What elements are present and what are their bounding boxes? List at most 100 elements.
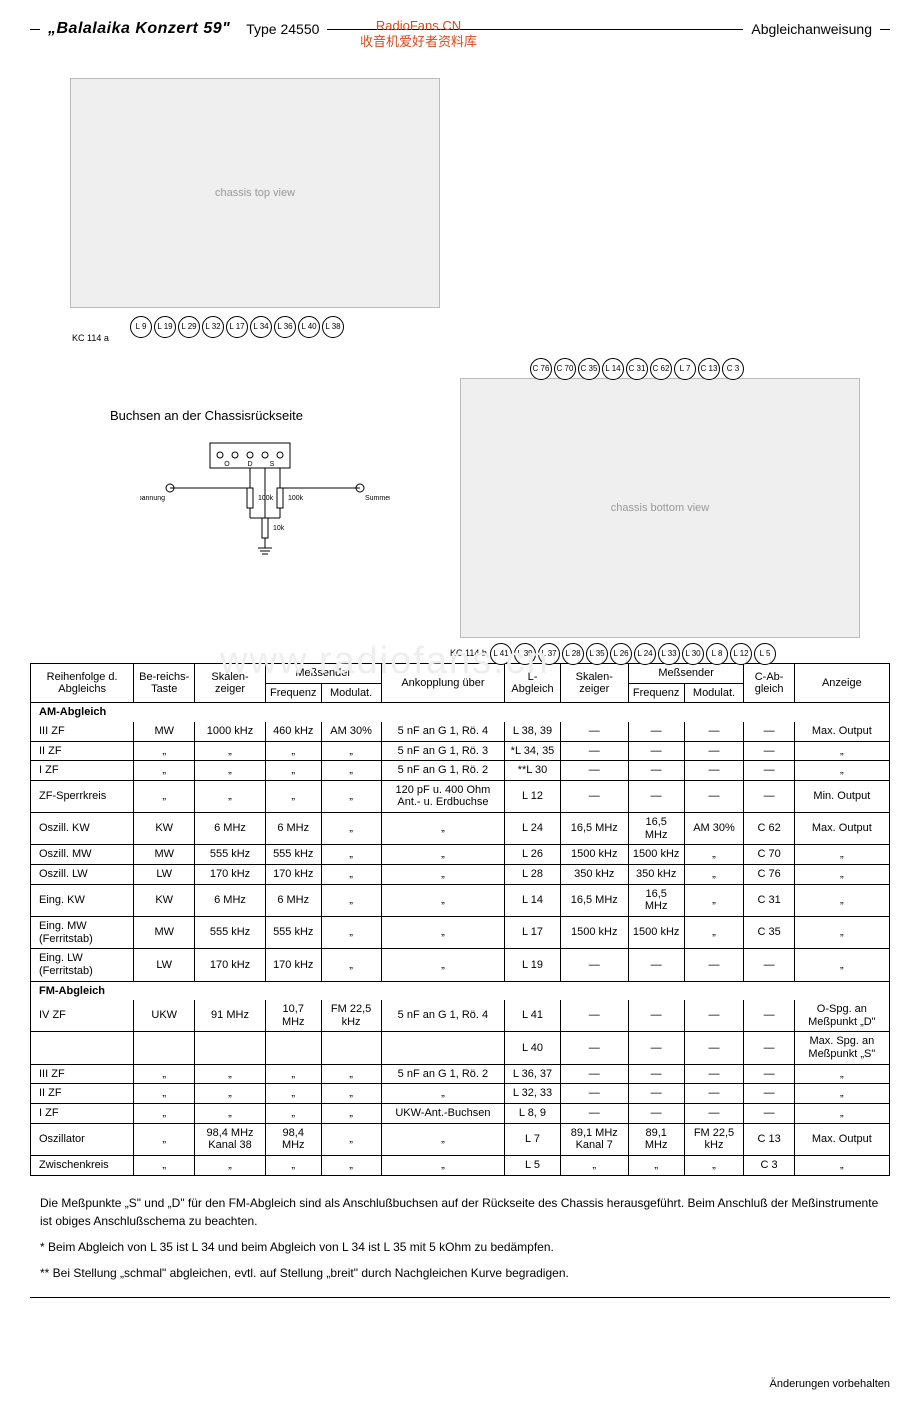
table-row: Eing. LW (Ferritstab)LW170 kHz170 kHz„„L… [31,949,890,981]
cell: — [628,1000,684,1032]
table-row: III ZFMW1000 kHz460 kHzAM 30%5 nF an G 1… [31,722,890,741]
cell: „ [321,761,381,781]
cell: 460 kHz [265,722,321,741]
cell: II ZF [31,741,134,761]
comp-label: L 36 [274,316,296,338]
table-row: Zwischenkreis„„„„„L 5„„„C 3„ [31,1155,890,1175]
overlay-line1: RadioFans.CN [360,18,477,34]
cell: „ [321,865,381,885]
cell: 1000 kHz [195,722,266,741]
cell: 89,1 MHz Kanal 7 [560,1123,628,1155]
cell: Oszill. LW [31,865,134,885]
cell: 5 nF an G 1, Rö. 4 [381,722,505,741]
cell: „ [381,884,505,916]
cell: „ [134,761,195,781]
cell: „ [794,1155,889,1175]
cell: „ [684,884,744,916]
cell: FM 22,5 kHz [321,1000,381,1032]
cell: L 32, 33 [505,1084,560,1104]
cell: „ [381,1123,505,1155]
cell: — [684,761,744,781]
cell: 16,5 MHz [560,884,628,916]
comp-label: L 26 [610,643,632,665]
cell: 350 kHz [560,865,628,885]
cell: L 38, 39 [505,722,560,741]
cell: Max. Spg. an Meßpunkt „S" [794,1032,889,1064]
cell: — [628,1032,684,1064]
cell: — [628,722,684,741]
bot-labels-bot: L 41 L 39 L 37 L 28 L 35 L 26 L 24 L 33 … [490,643,776,665]
comp-label: L 29 [178,316,200,338]
kc-label-top: KC 114 a [72,333,109,343]
cell: 98,4 MHz [265,1123,321,1155]
cell: *L 34, 35 [505,741,560,761]
cell: 555 kHz [195,845,266,865]
cell: 16,5 MHz [560,813,628,845]
cell: „ [794,761,889,781]
cell: Max. Output [794,1123,889,1155]
sch-r3: 10k [273,525,285,532]
bot-labels-top: C 76 C 70 C 35 L 14 C 31 C 62 L 7 C 13 C… [530,358,744,380]
cell: 5 nF an G 1, Rö. 4 [381,1000,505,1032]
cell: „ [381,949,505,981]
watermark-cn: RadioFans.CN 收音机爱好者资料库 [360,18,477,49]
cell: „ [265,1104,321,1124]
cell: KW [134,813,195,845]
comp-label: L 14 [602,358,624,380]
cell: „ [794,845,889,865]
cell: „ [265,1084,321,1104]
comp-label: L 19 [154,316,176,338]
cell: — [560,722,628,741]
cell: — [684,722,744,741]
cell: L 26 [505,845,560,865]
cell: „ [195,780,266,812]
cell: „ [195,1104,266,1124]
cell: — [744,1104,794,1124]
cell: „ [134,1155,195,1175]
cell: — [744,780,794,812]
comp-label: L 9 [130,316,152,338]
svg-text:D: D [247,461,252,468]
th: Skalen-zeiger [195,664,266,703]
cell: 170 kHz [195,949,266,981]
cell: — [744,1064,794,1084]
cell: L 12 [505,780,560,812]
cell: 5 nF an G 1, Rö. 2 [381,1064,505,1084]
cell: 555 kHz [195,916,266,948]
cell: „ [794,1064,889,1084]
cell: „ [321,1123,381,1155]
cell: FM 22,5 kHz [684,1123,744,1155]
cell: — [744,949,794,981]
cell: — [628,1064,684,1084]
cell: „ [794,916,889,948]
comp-label: L 12 [730,643,752,665]
cell: Eing. KW [31,884,134,916]
cell: 1500 kHz [560,916,628,948]
cell: — [684,1000,744,1032]
cell: — [560,1104,628,1124]
cell: O-Spg. an Meßpunkt „D" [794,1000,889,1032]
cell: 555 kHz [265,845,321,865]
cell: „ [321,949,381,981]
cell: — [684,1104,744,1124]
svg-text:O: O [224,461,230,468]
cell: „ [195,741,266,761]
cell: L 5 [505,1155,560,1175]
cell: C 31 [744,884,794,916]
cell: L 14 [505,884,560,916]
cell: — [684,949,744,981]
cell: „ [794,1104,889,1124]
cell: „ [321,916,381,948]
cell: „ [321,813,381,845]
cell: L 19 [505,949,560,981]
cell: — [560,1032,628,1064]
cell: C 70 [744,845,794,865]
cell: „ [265,1064,321,1084]
comp-label: C 70 [554,358,576,380]
th: Reihenfolge d. Abgleichs [31,664,134,703]
th: Frequenz [265,683,321,703]
cell: „ [321,1104,381,1124]
cell: ZF-Sperrkreis [31,780,134,812]
cell: „ [265,761,321,781]
comp-label: C 13 [698,358,720,380]
